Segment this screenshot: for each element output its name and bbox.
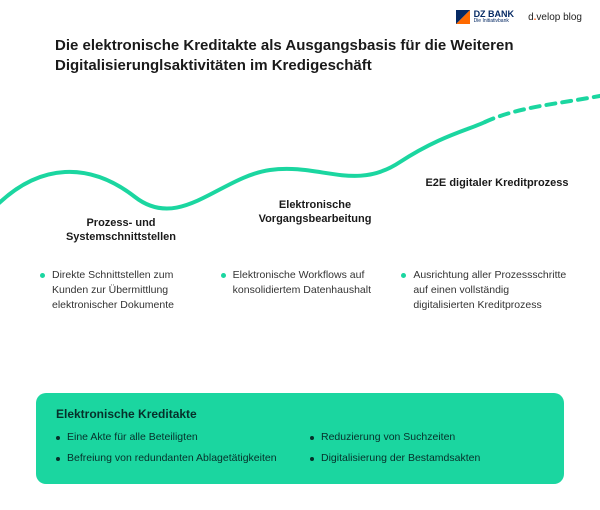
column-3: Ausrichtung aller Prozess­schritte auf e… (401, 268, 570, 314)
bullet-item: Direkte Schnittstellen zum Kunden zur Üb… (40, 268, 209, 314)
stage-label-3: E2E digitaler Kreditprozess (422, 176, 572, 190)
bullet-item: Ausrichtung aller Prozess­schritte auf e… (401, 268, 570, 314)
wave-solid (0, 122, 485, 209)
page-title: Die elektronische Kreditakte als Ausgang… (55, 36, 545, 77)
stage-label-2: Elektronische Vorgangsbearbeitung (240, 198, 390, 227)
bullet-dot-icon (40, 273, 45, 278)
dz-bank-icon (456, 10, 470, 24)
bullet-dot-icon (56, 436, 60, 440)
bullet-dot-icon (401, 273, 406, 278)
footer-title: Elektronische Kreditakte (56, 407, 544, 421)
dz-bank-logo: DZ BANK Die Initiativbank (456, 10, 515, 24)
header-logos: DZ BANK Die Initiativbank d.velop blog (456, 10, 582, 24)
detail-columns: Direkte Schnittstellen zum Kunden zur Üb… (40, 268, 570, 314)
bullet-dot-icon (221, 273, 226, 278)
footer-item: Eine Akte für alle Beteiligten (56, 431, 290, 445)
bullet-dot-icon (310, 457, 314, 461)
footer-item: Reduzierung von Suchzeiten (310, 431, 544, 445)
wave-dash (485, 94, 600, 122)
column-1: Direkte Schnittstellen zum Kunden zur Üb… (40, 268, 209, 314)
bullet-dot-icon (310, 436, 314, 440)
footer-grid: Eine Akte für alle Beteiligten Reduzieru… (56, 431, 544, 466)
dvelop-logo: d.velop blog (528, 12, 582, 23)
column-2: Elektronische Workflows auf konsolidiert… (221, 268, 390, 314)
footer-panel: Elektronische Kreditakte Eine Akte für a… (36, 393, 564, 484)
dz-bank-subtitle: Die Initiativbank (474, 19, 515, 24)
bullet-item: Elektronische Workflows auf konsolidiert… (221, 268, 390, 298)
bullet-dot-icon (56, 457, 60, 461)
footer-item: Befreiung von redundanten Ablagetätigkei… (56, 452, 290, 466)
footer-item: Digitalisierung der Bestamdsakten (310, 452, 544, 466)
stage-label-1: Prozess- und Systemschnittstellen (46, 216, 196, 245)
